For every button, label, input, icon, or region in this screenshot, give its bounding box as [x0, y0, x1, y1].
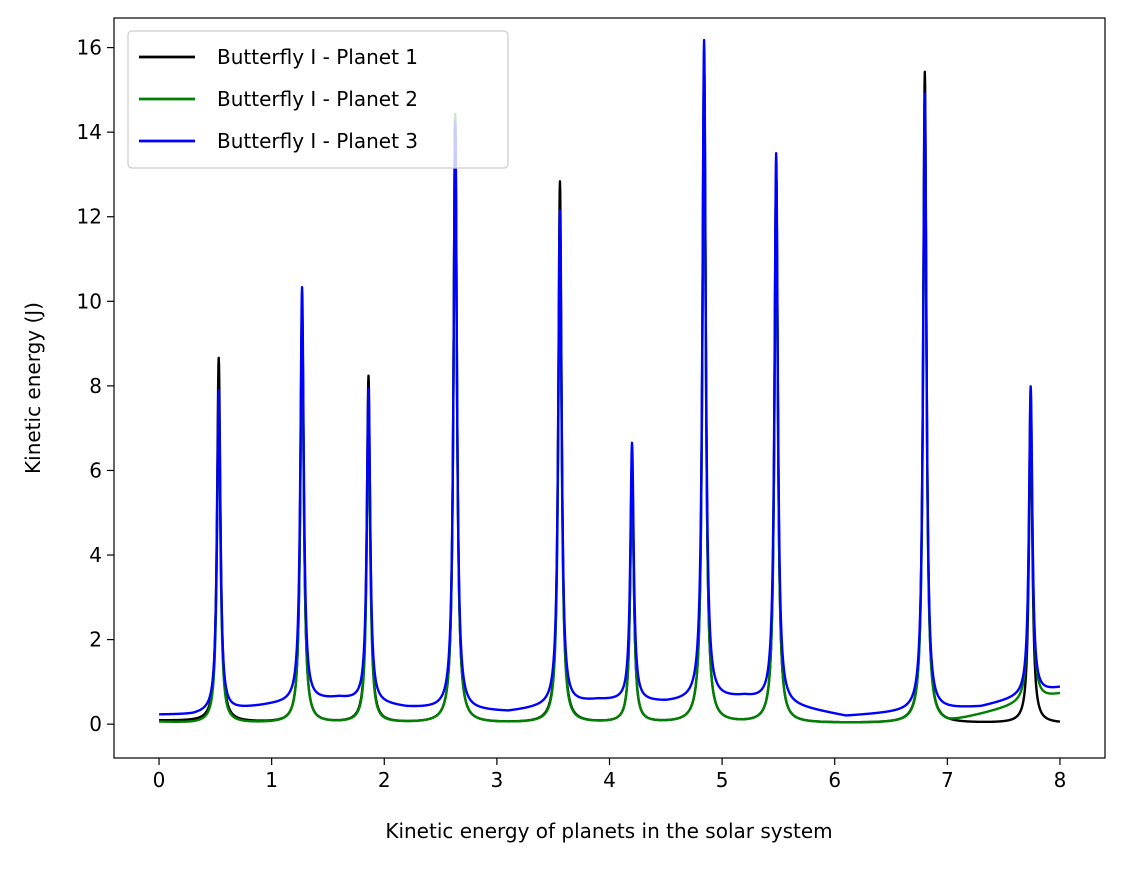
- y-axis: 0 2 4 6 8 10 12 14 16: [77, 36, 114, 736]
- y-tick-label: 8: [89, 374, 102, 398]
- y-tick-label: 4: [89, 543, 102, 567]
- legend-label: Butterfly I - Planet 3: [217, 129, 418, 153]
- legend-label: Butterfly I - Planet 2: [217, 87, 418, 111]
- y-tick-label: 0: [89, 712, 102, 736]
- y-tick-label: 2: [89, 628, 102, 652]
- x-tick-label: 7: [941, 768, 954, 792]
- x-tick-label: 4: [603, 768, 616, 792]
- x-tick-label: 5: [716, 768, 729, 792]
- x-axis-label: Kinetic energy of planets in the solar s…: [385, 819, 832, 843]
- legend-label: Butterfly I - Planet 1: [217, 45, 418, 69]
- x-tick-label: 0: [153, 768, 166, 792]
- legend-box: [127, 30, 509, 169]
- x-tick-label: 3: [491, 768, 504, 792]
- x-tick-label: 6: [828, 768, 841, 792]
- y-tick-label: 10: [77, 289, 102, 313]
- series-line: [158, 38, 1061, 717]
- series-line: [158, 61, 1061, 724]
- x-tick-label: 1: [265, 768, 278, 792]
- y-tick-label: 6: [89, 458, 102, 482]
- x-tick-label: 2: [378, 768, 391, 792]
- x-tick-label: 8: [1054, 768, 1067, 792]
- legend: Butterfly I - Planet 1 Butterfly I - Plan…: [127, 30, 509, 169]
- series-layer: [158, 38, 1061, 724]
- y-tick-label: 12: [77, 205, 102, 229]
- y-axis-label: Kinetic energy (J): [21, 302, 45, 474]
- y-tick-label: 14: [77, 120, 102, 144]
- x-axis: 0 1 2 3 4 5 6 7 8: [153, 758, 1067, 792]
- y-tick-label: 16: [77, 36, 102, 60]
